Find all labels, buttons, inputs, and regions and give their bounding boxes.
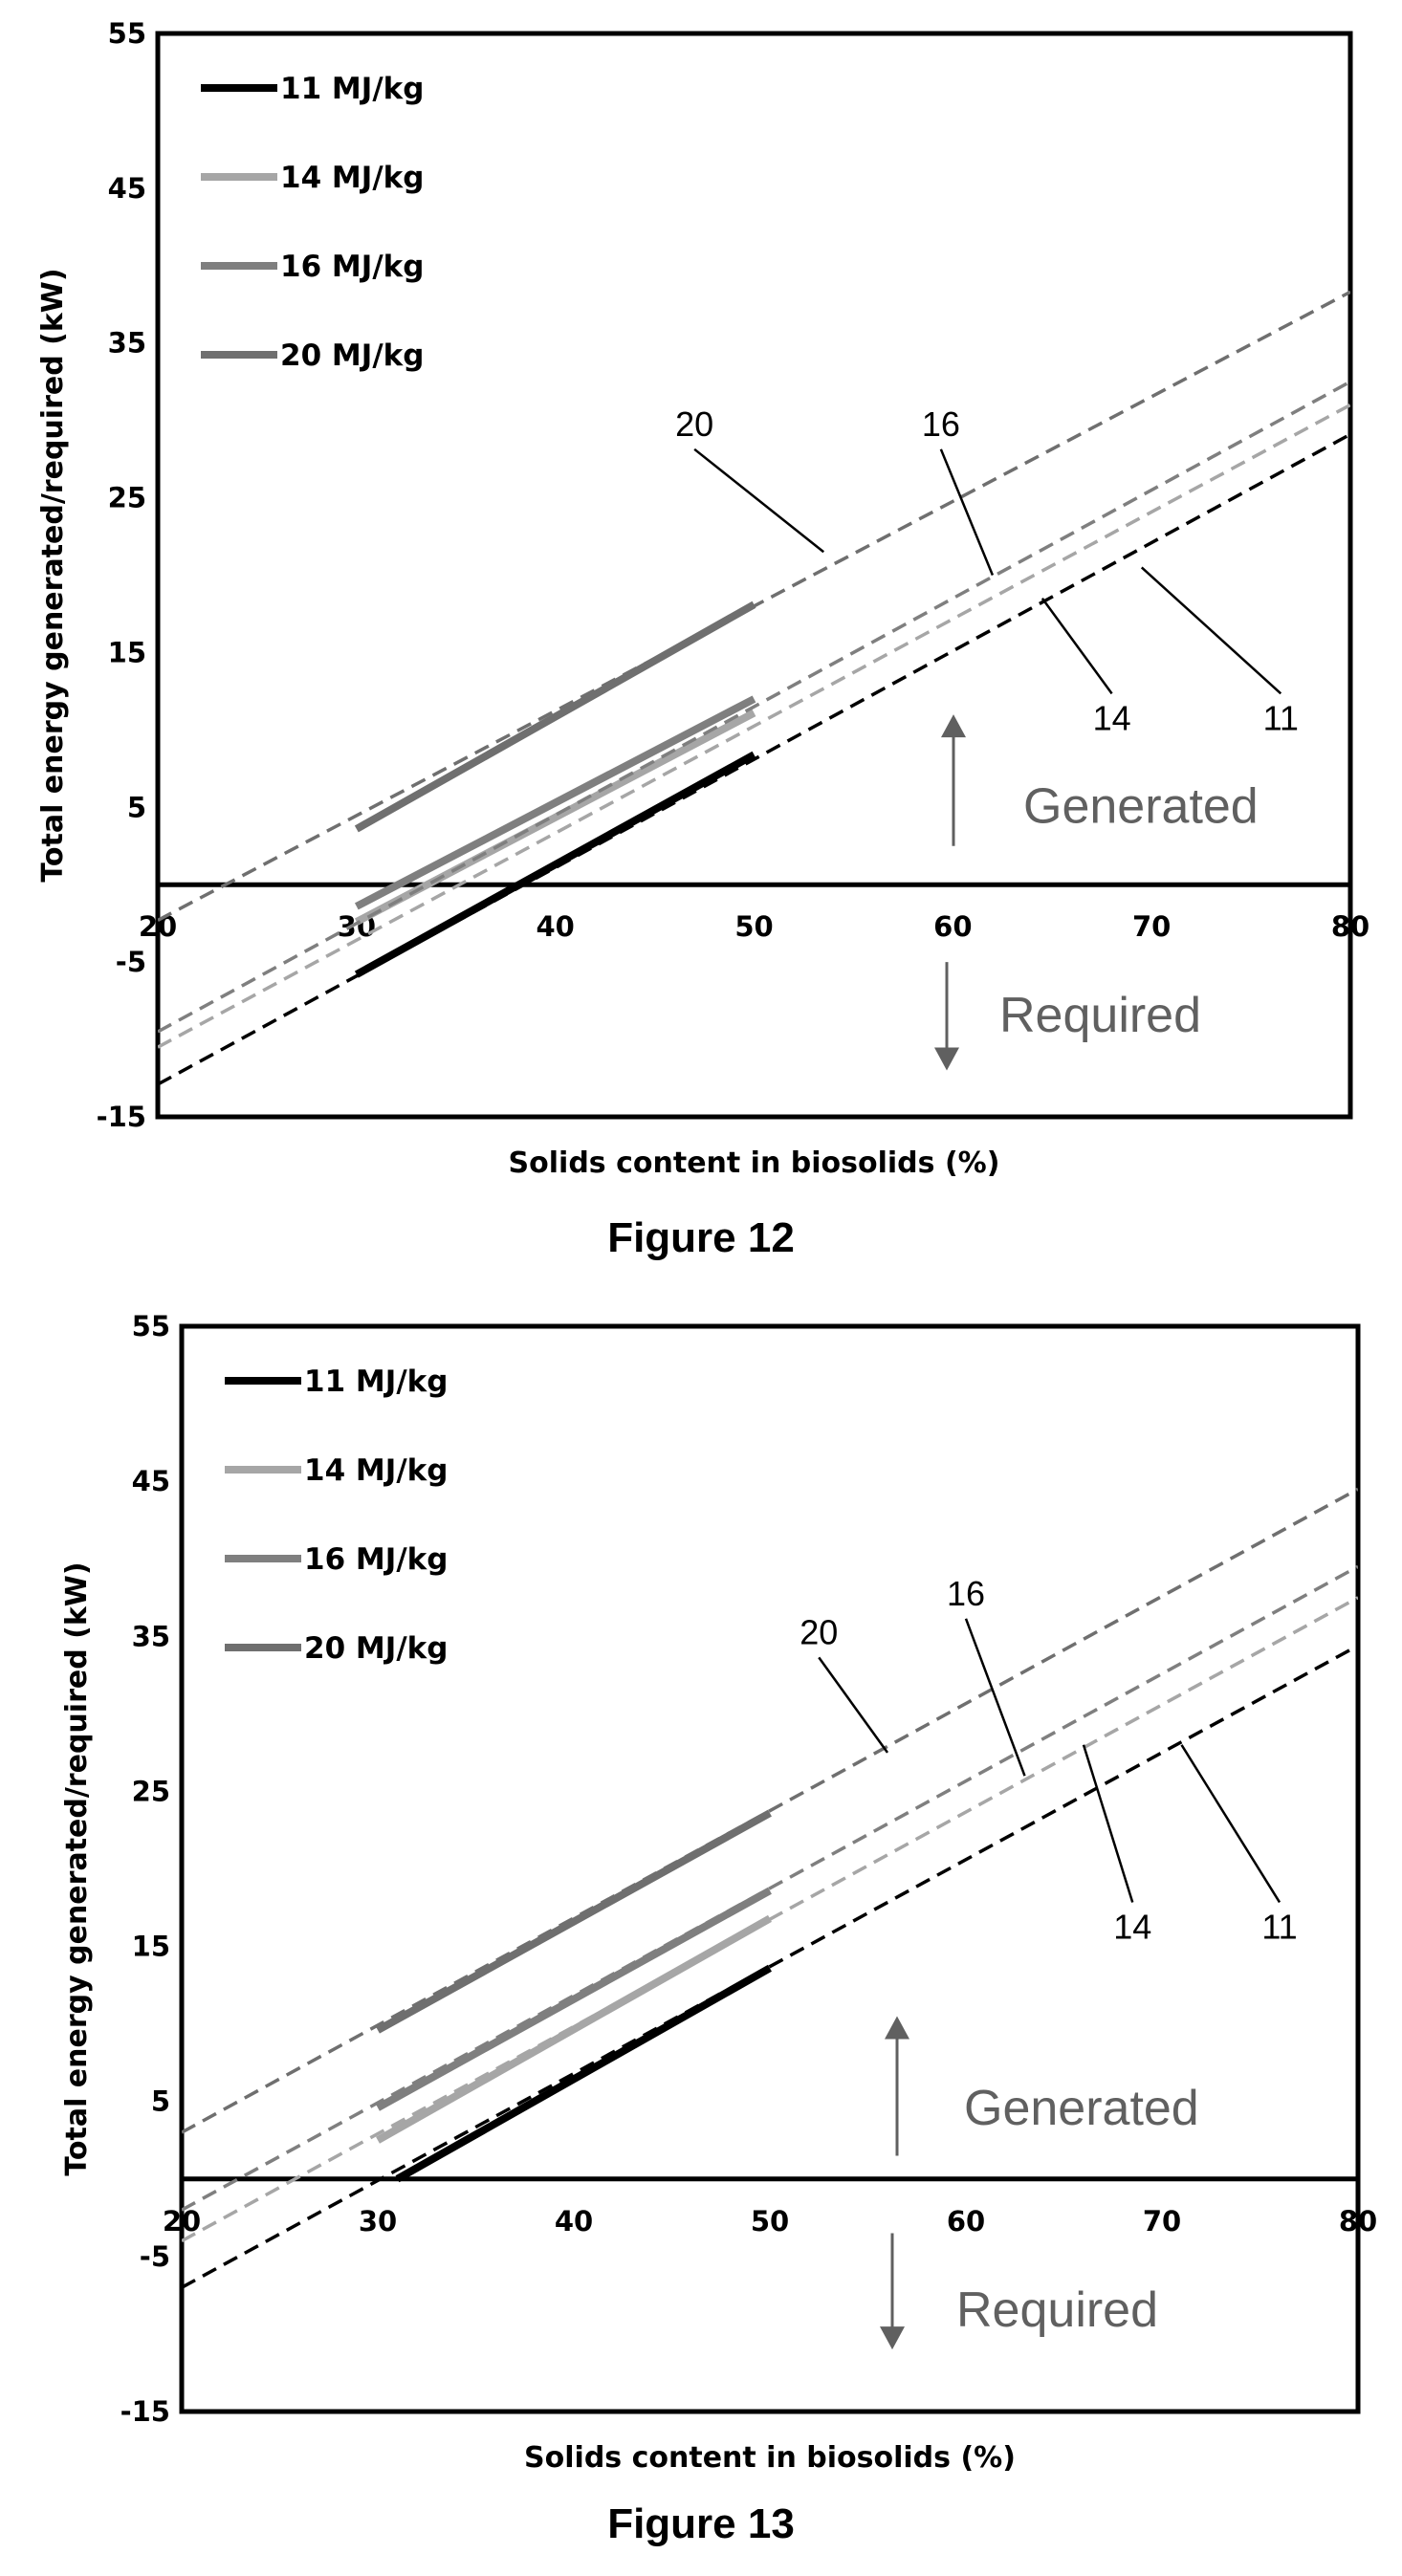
x-axis-title: Solids content in biosolids (%) [509, 1146, 1000, 1180]
annotation-label: 20 [800, 1612, 838, 1651]
y-axis-title: Total energy generated/required (kW) [36, 268, 70, 882]
figure-12: 55 45 35 25 15 5 -5 -15 20 30 40 50 60 70 80 Solids con… [36, 17, 1369, 1261]
annotation-label: 11 [1263, 698, 1299, 737]
x-tick-label: 40 [536, 910, 574, 943]
figure-caption: Figure 12 [607, 1214, 795, 1261]
series-line-solid [354, 751, 756, 978]
required-arrow-head [880, 2326, 905, 2350]
generated-label: Generated [1023, 778, 1259, 834]
x-tick-label: 20 [163, 2205, 201, 2238]
x-tick-label: 60 [947, 2205, 985, 2238]
annotation-label: 14 [1113, 1907, 1151, 1946]
series-line-solid [354, 695, 756, 910]
series-trend-dashed [158, 403, 1350, 1049]
x-tick-label: 70 [1143, 2205, 1181, 2238]
y-tick-label: 15 [132, 1931, 170, 1963]
x-tick-label: 80 [1339, 2205, 1377, 2238]
y-tick-label: 55 [132, 1310, 170, 1343]
y-tick-label: 15 [108, 636, 146, 668]
series-group [158, 290, 1350, 1086]
annotation-leader [1041, 598, 1113, 695]
x-tick-label: 40 [555, 2205, 593, 2238]
annotation-leader [693, 448, 825, 554]
y-tick-label: 55 [108, 17, 146, 50]
series-group [182, 1487, 1358, 2289]
legend-label: 16 MJ/kg [304, 1542, 448, 1577]
series-line-solid [395, 1964, 772, 2183]
series-line-solid [376, 1809, 772, 2034]
x-tick-label: 80 [1331, 910, 1369, 943]
legend-label: 20 MJ/kg [280, 338, 424, 373]
figure-caption: Figure 13 [607, 2500, 795, 2547]
series-trend-dashed [158, 432, 1350, 1086]
legend-label: 16 MJ/kg [280, 250, 424, 284]
generated-arrow-head [885, 2016, 909, 2040]
generated-arrow-head [941, 714, 966, 738]
x-tick-label: 30 [359, 2205, 397, 2238]
series-line-solid [376, 1887, 772, 2111]
series-line-solid [376, 1914, 772, 2144]
legend-label: 11 MJ/kg [280, 72, 424, 106]
y-tick-label: 25 [108, 482, 146, 514]
y-tick-label: 5 [127, 791, 146, 823]
x-tick-label: 50 [734, 910, 773, 943]
annotation-leader [818, 1656, 889, 1754]
series-trend-dashed [158, 380, 1350, 1034]
required-arrow-head [934, 1047, 959, 1071]
legend-label: 11 MJ/kg [304, 1364, 448, 1399]
required-label: Required [956, 2282, 1158, 2338]
x-tick-label: 60 [933, 910, 972, 943]
generated-label: Generated [964, 2081, 1199, 2136]
y-tick-label: -15 [120, 2395, 170, 2428]
series-trend-dashed [182, 1487, 1358, 2134]
y-tick-label: -5 [140, 2240, 170, 2273]
series-trend-dashed [182, 1564, 1358, 2212]
annotation-label: 11 [1261, 1907, 1297, 1946]
y-tick-label: 45 [108, 172, 146, 205]
plot-frame [179, 1323, 1361, 2414]
figure-13: 55 45 35 25 15 5 -5 -15 20 30 40 50 60 70 80 Solids con… [0, 1288, 1402, 2576]
annotation-label: 16 [947, 1574, 985, 1613]
x-tick-label: 50 [751, 2205, 789, 2238]
annotation-leader [964, 1618, 1026, 1777]
annotation-label: 16 [922, 404, 960, 444]
legend-label: 20 MJ/kg [304, 1631, 448, 1666]
legend-label: 14 MJ/kg [304, 1453, 448, 1488]
x-tick-label: 20 [139, 910, 177, 943]
x-tick-label: 70 [1132, 910, 1171, 943]
y-tick-label: 35 [132, 1620, 170, 1652]
annotation-leader [1180, 1744, 1282, 1904]
y-tick-label: -5 [116, 946, 146, 978]
annotation-label: 14 [1093, 698, 1131, 737]
annotation-leader [1082, 1744, 1134, 1903]
legend-label: 14 MJ/kg [280, 161, 424, 195]
y-tick-label: 25 [132, 1775, 170, 1807]
y-tick-label: 35 [108, 327, 146, 360]
annotation-label: 20 [675, 404, 713, 444]
y-tick-label: 45 [132, 1465, 170, 1497]
chart-figure-13: 55 45 35 25 15 5 -5 -15 20 30 40 50 60 70 80 Solids con… [60, 1310, 1377, 2475]
x-axis-title: Solids content in biosolids (%) [524, 2441, 1016, 2475]
annotation-leader [1140, 566, 1282, 695]
series-line-solid [354, 600, 756, 833]
y-axis-title: Total energy generated/required (kW) [60, 1561, 94, 2175]
required-label: Required [999, 988, 1201, 1043]
annotation-leader [939, 448, 995, 576]
y-tick-label: 5 [151, 2085, 170, 2118]
y-tick-label: -15 [97, 1101, 146, 1133]
series-trend-dashed [182, 1644, 1358, 2289]
plot-frame [155, 31, 1353, 1120]
